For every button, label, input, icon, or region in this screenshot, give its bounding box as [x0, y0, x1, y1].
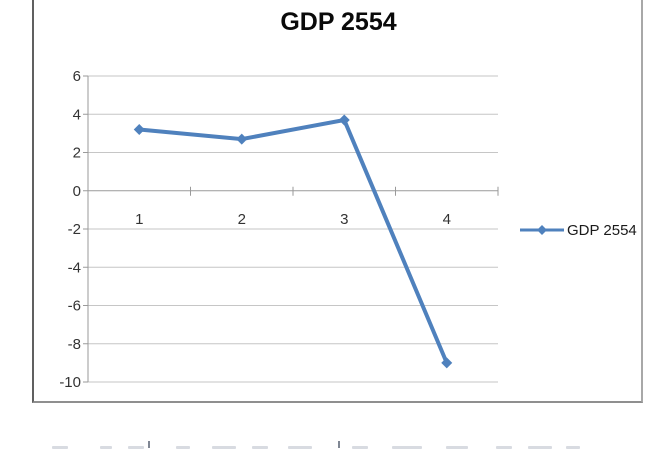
cutoff-text-fragment — [148, 441, 150, 448]
cutoff-text-fragment — [528, 446, 552, 449]
legend-key-icon — [520, 225, 564, 235]
chart-title[interactable]: GDP 2554 — [280, 8, 397, 36]
cutoff-text-fragment — [352, 446, 368, 449]
series-line[interactable] — [137, 117, 449, 365]
y-axis-tick-label: -6 — [68, 298, 81, 315]
cutoff-text-fragment — [496, 446, 512, 449]
y-axis-tick-label: 4 — [73, 106, 81, 123]
x-axis-tick-label: 4 — [443, 211, 451, 228]
cutoff-text-strip — [0, 438, 650, 450]
y-axis-tick-label: -10 — [59, 374, 81, 391]
y-axis-tick-label: -8 — [68, 336, 81, 353]
cutoff-text-fragment — [446, 446, 468, 449]
y-axis-tick-label: 6 — [73, 68, 81, 85]
x-axis-tick-label: 1 — [135, 211, 143, 228]
cutoff-text-fragment — [566, 446, 580, 449]
cutoff-text-fragment — [338, 441, 340, 448]
legend[interactable]: GDP 2554 — [519, 221, 637, 239]
data-point-marker[interactable] — [338, 114, 350, 126]
chart-object[interactable] — [32, 0, 643, 403]
cutoff-text-fragment — [212, 446, 236, 449]
cutoff-text-fragment — [288, 446, 312, 449]
cutoff-text-fragment — [128, 446, 144, 449]
cutoff-text-fragment — [100, 446, 112, 449]
x-axis-tick-label: 3 — [340, 211, 348, 228]
cutoff-text-fragment — [252, 446, 268, 449]
data-point-marker[interactable] — [236, 133, 248, 145]
cutoff-text-fragment — [392, 446, 422, 449]
cutoff-text-fragment — [176, 446, 190, 449]
cutoff-text-fragment — [52, 446, 68, 449]
data-point-marker[interactable] — [441, 357, 453, 369]
data-point-marker[interactable] — [133, 124, 145, 136]
y-axis-tick-label: -2 — [68, 221, 81, 238]
y-axis-tick-label: -4 — [68, 259, 81, 276]
y-axis-tick-label: 0 — [73, 183, 81, 200]
y-axis-tick-label: 2 — [73, 145, 81, 162]
legend-series-label: GDP 2554 — [567, 221, 637, 239]
x-axis-tick-label: 2 — [238, 211, 246, 228]
